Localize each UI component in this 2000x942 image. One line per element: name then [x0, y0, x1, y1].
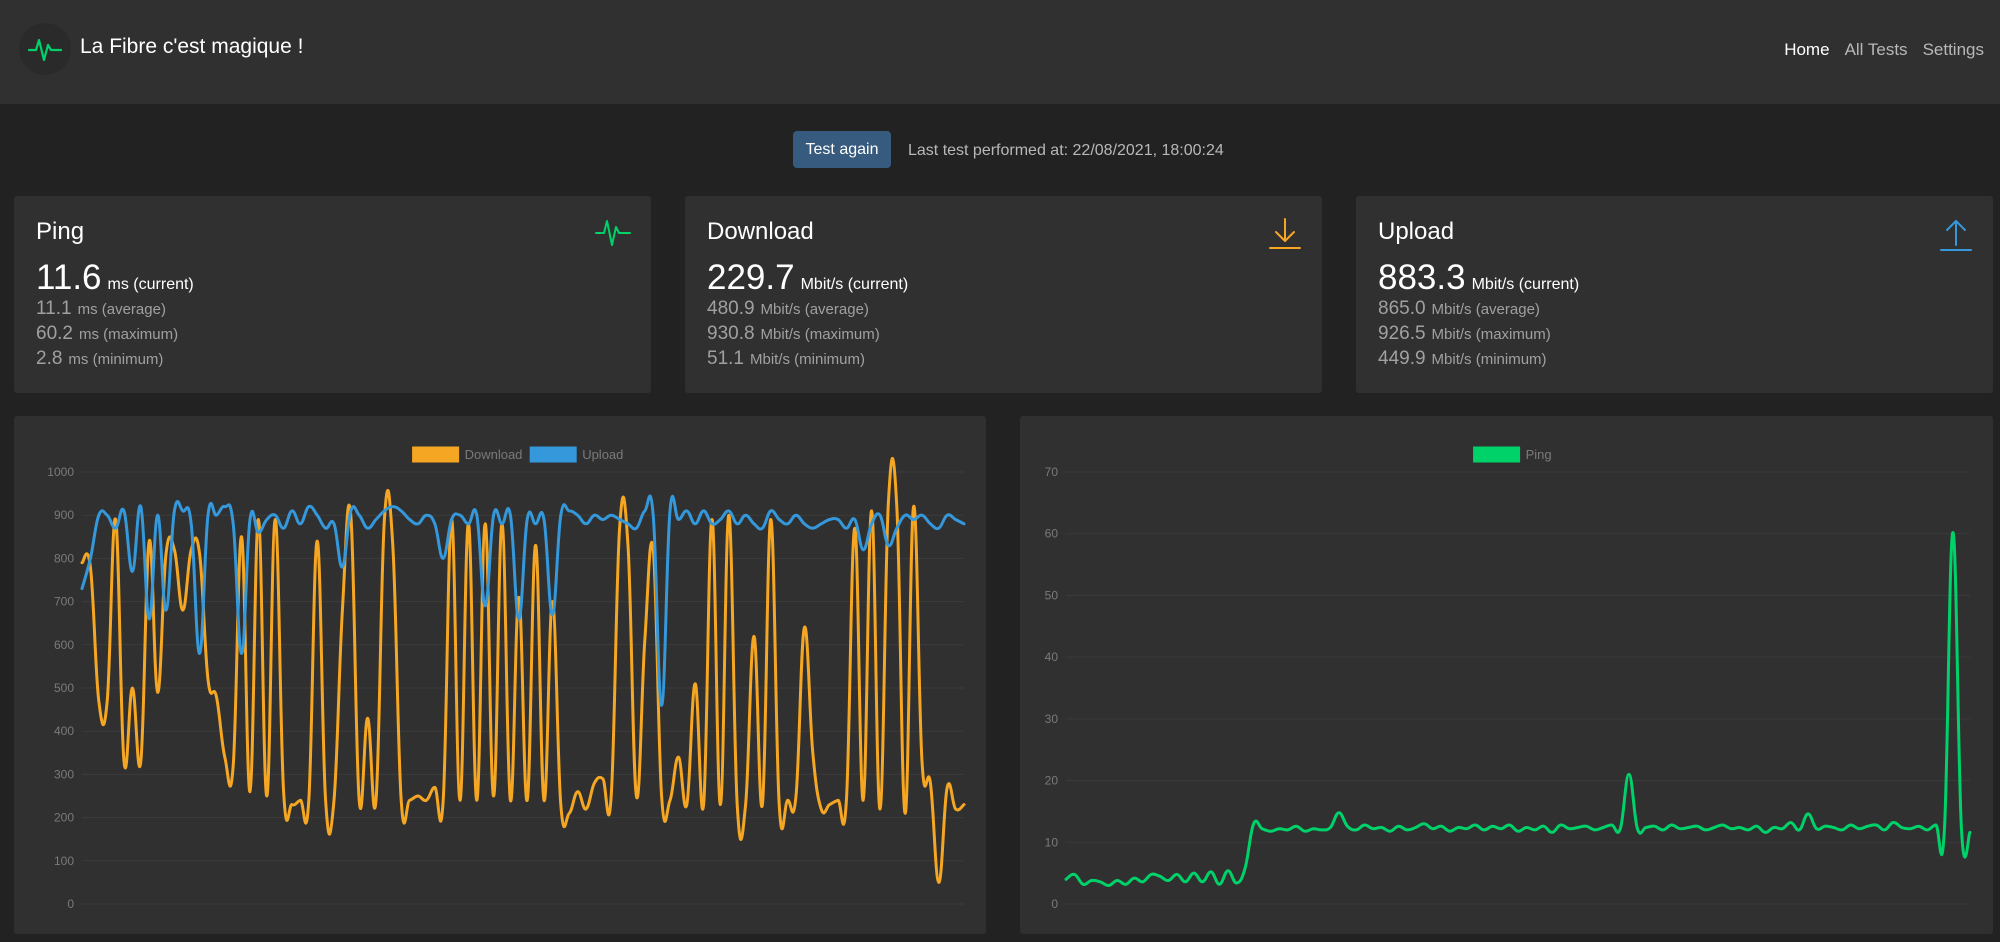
ping-minimum-unit: ms (minimum)	[68, 351, 164, 368]
speed-chart-panel: 0 100 200 300 400 500 600 700 800 900 1000 Download…	[14, 416, 986, 934]
download-minimum-value: 51.1	[707, 348, 744, 369]
download-maximum: 930.8 Mbit/s (maximum)	[707, 323, 880, 345]
test-again-button[interactable]: Test again	[793, 131, 891, 168]
svg-text:Ping: Ping	[1526, 447, 1552, 462]
ping-card: Ping 11.6 ms (current) 11.1 ms (average) 6…	[14, 196, 651, 393]
ping-current-unit: ms (current)	[107, 276, 194, 293]
speed-chart: 0 100 200 300 400 500 600 700 800 900 1000 Download…	[47, 446, 966, 911]
ping-current: 11.6 ms (current)	[36, 258, 194, 298]
y-tick-label: 800	[54, 551, 74, 565]
upload-icon	[1940, 220, 1972, 251]
ping-maximum: 60.2 ms (maximum)	[36, 323, 178, 345]
download-minimum: 51.1 Mbit/s (minimum)	[707, 348, 865, 370]
last-test-timestamp: Last test performed at: 22/08/2021, 18:0…	[908, 142, 1224, 159]
app-title: La Fibre c'est magique !	[80, 35, 304, 58]
upload-current-unit: Mbit/s (current)	[1471, 276, 1580, 293]
ping-average: 11.1 ms (average)	[36, 298, 166, 320]
download-minimum-unit: Mbit/s (minimum)	[749, 351, 865, 368]
download-maximum-value: 930.8	[707, 323, 755, 344]
y-tick-label: 0	[1051, 897, 1058, 911]
download-icon	[1269, 218, 1301, 249]
pulse-icon	[595, 220, 631, 246]
upload-maximum-value: 926.5	[1378, 323, 1426, 344]
download-current-value: 229.7	[707, 258, 795, 297]
nav-settings[interactable]: Settings	[1922, 40, 1984, 59]
series-line-ping	[1064, 531, 1972, 887]
upload-minimum-value: 449.9	[1378, 348, 1426, 369]
navbar: La Fibre c'est magique ! Home All Tests …	[0, 0, 2000, 104]
series-line-download	[80, 456, 966, 884]
upload-minimum: 449.9 Mbit/s (minimum)	[1378, 348, 1547, 370]
ping-current-value: 11.6	[36, 258, 102, 297]
download-average-unit: Mbit/s (average)	[760, 301, 869, 318]
download-maximum-unit: Mbit/s (maximum)	[760, 326, 880, 343]
download-card: Download 229.7 Mbit/s (current) 480.9 Mbit…	[685, 196, 1322, 393]
upload-card: Upload 883.3 Mbit/s (current) 865.0 Mbit/s…	[1356, 196, 1993, 393]
upload-average-unit: Mbit/s (average)	[1431, 301, 1540, 318]
y-tick-label: 30	[1045, 712, 1059, 726]
download-current-unit: Mbit/s (current)	[800, 276, 909, 293]
ping-minimum-value: 2.8	[36, 348, 63, 369]
logo[interactable]	[19, 23, 71, 75]
y-tick-label: 300	[54, 767, 74, 781]
main-nav: Home All Tests Settings	[1784, 40, 1984, 60]
ping-maximum-unit: ms (maximum)	[78, 326, 179, 343]
ping-average-value: 11.1	[36, 298, 72, 319]
card-title: Ping	[36, 218, 85, 245]
y-tick-label: 100	[54, 854, 74, 868]
ping-chart: 0 10 20 30 40 50 60 70 Ping	[1045, 446, 1972, 911]
card-title: Download	[707, 218, 814, 245]
legend-item-download[interactable]: Download	[412, 446, 523, 463]
series-line-upload	[80, 494, 966, 707]
nav-all-tests[interactable]: All Tests	[1844, 40, 1908, 59]
legend-item-ping[interactable]: Ping	[1473, 446, 1552, 463]
ping-average-unit: ms (average)	[77, 301, 166, 318]
upload-minimum-unit: Mbit/s (minimum)	[1431, 351, 1547, 368]
upload-maximum-unit: Mbit/s (maximum)	[1431, 326, 1551, 343]
pulse-icon	[28, 38, 62, 62]
download-average: 480.9 Mbit/s (average)	[707, 298, 869, 320]
y-tick-label: 1000	[47, 465, 74, 479]
legend-item-upload[interactable]: Upload	[529, 446, 623, 463]
download-average-value: 480.9	[707, 298, 755, 319]
y-tick-label: 50	[1045, 588, 1059, 602]
upload-average-value: 865.0	[1378, 298, 1426, 319]
upload-average: 865.0 Mbit/s (average)	[1378, 298, 1540, 320]
svg-text:Upload: Upload	[582, 447, 623, 462]
y-tick-label: 40	[1045, 650, 1059, 664]
upload-current: 883.3 Mbit/s (current)	[1378, 258, 1579, 298]
upload-current-value: 883.3	[1378, 258, 1466, 297]
upload-maximum: 926.5 Mbit/s (maximum)	[1378, 323, 1551, 345]
y-tick-label: 60	[1045, 527, 1059, 541]
ping-maximum-value: 60.2	[36, 323, 73, 344]
y-tick-label: 500	[54, 681, 74, 695]
card-title: Upload	[1378, 218, 1455, 245]
y-tick-label: 10	[1045, 835, 1059, 849]
y-tick-label: 0	[67, 897, 74, 911]
y-tick-label: 70	[1045, 465, 1059, 479]
ping-minimum: 2.8 ms (minimum)	[36, 348, 163, 370]
svg-text:Download: Download	[465, 447, 523, 462]
ping-chart-panel: 0 10 20 30 40 50 60 70 Ping	[1020, 416, 1993, 934]
nav-home[interactable]: Home	[1784, 40, 1830, 59]
y-tick-label: 700	[54, 595, 74, 609]
y-tick-label: 600	[54, 638, 74, 652]
y-tick-label: 900	[54, 508, 74, 522]
y-tick-label: 400	[54, 724, 74, 738]
y-tick-label: 200	[54, 811, 74, 825]
download-current: 229.7 Mbit/s (current)	[707, 258, 908, 298]
y-tick-label: 20	[1045, 774, 1059, 788]
